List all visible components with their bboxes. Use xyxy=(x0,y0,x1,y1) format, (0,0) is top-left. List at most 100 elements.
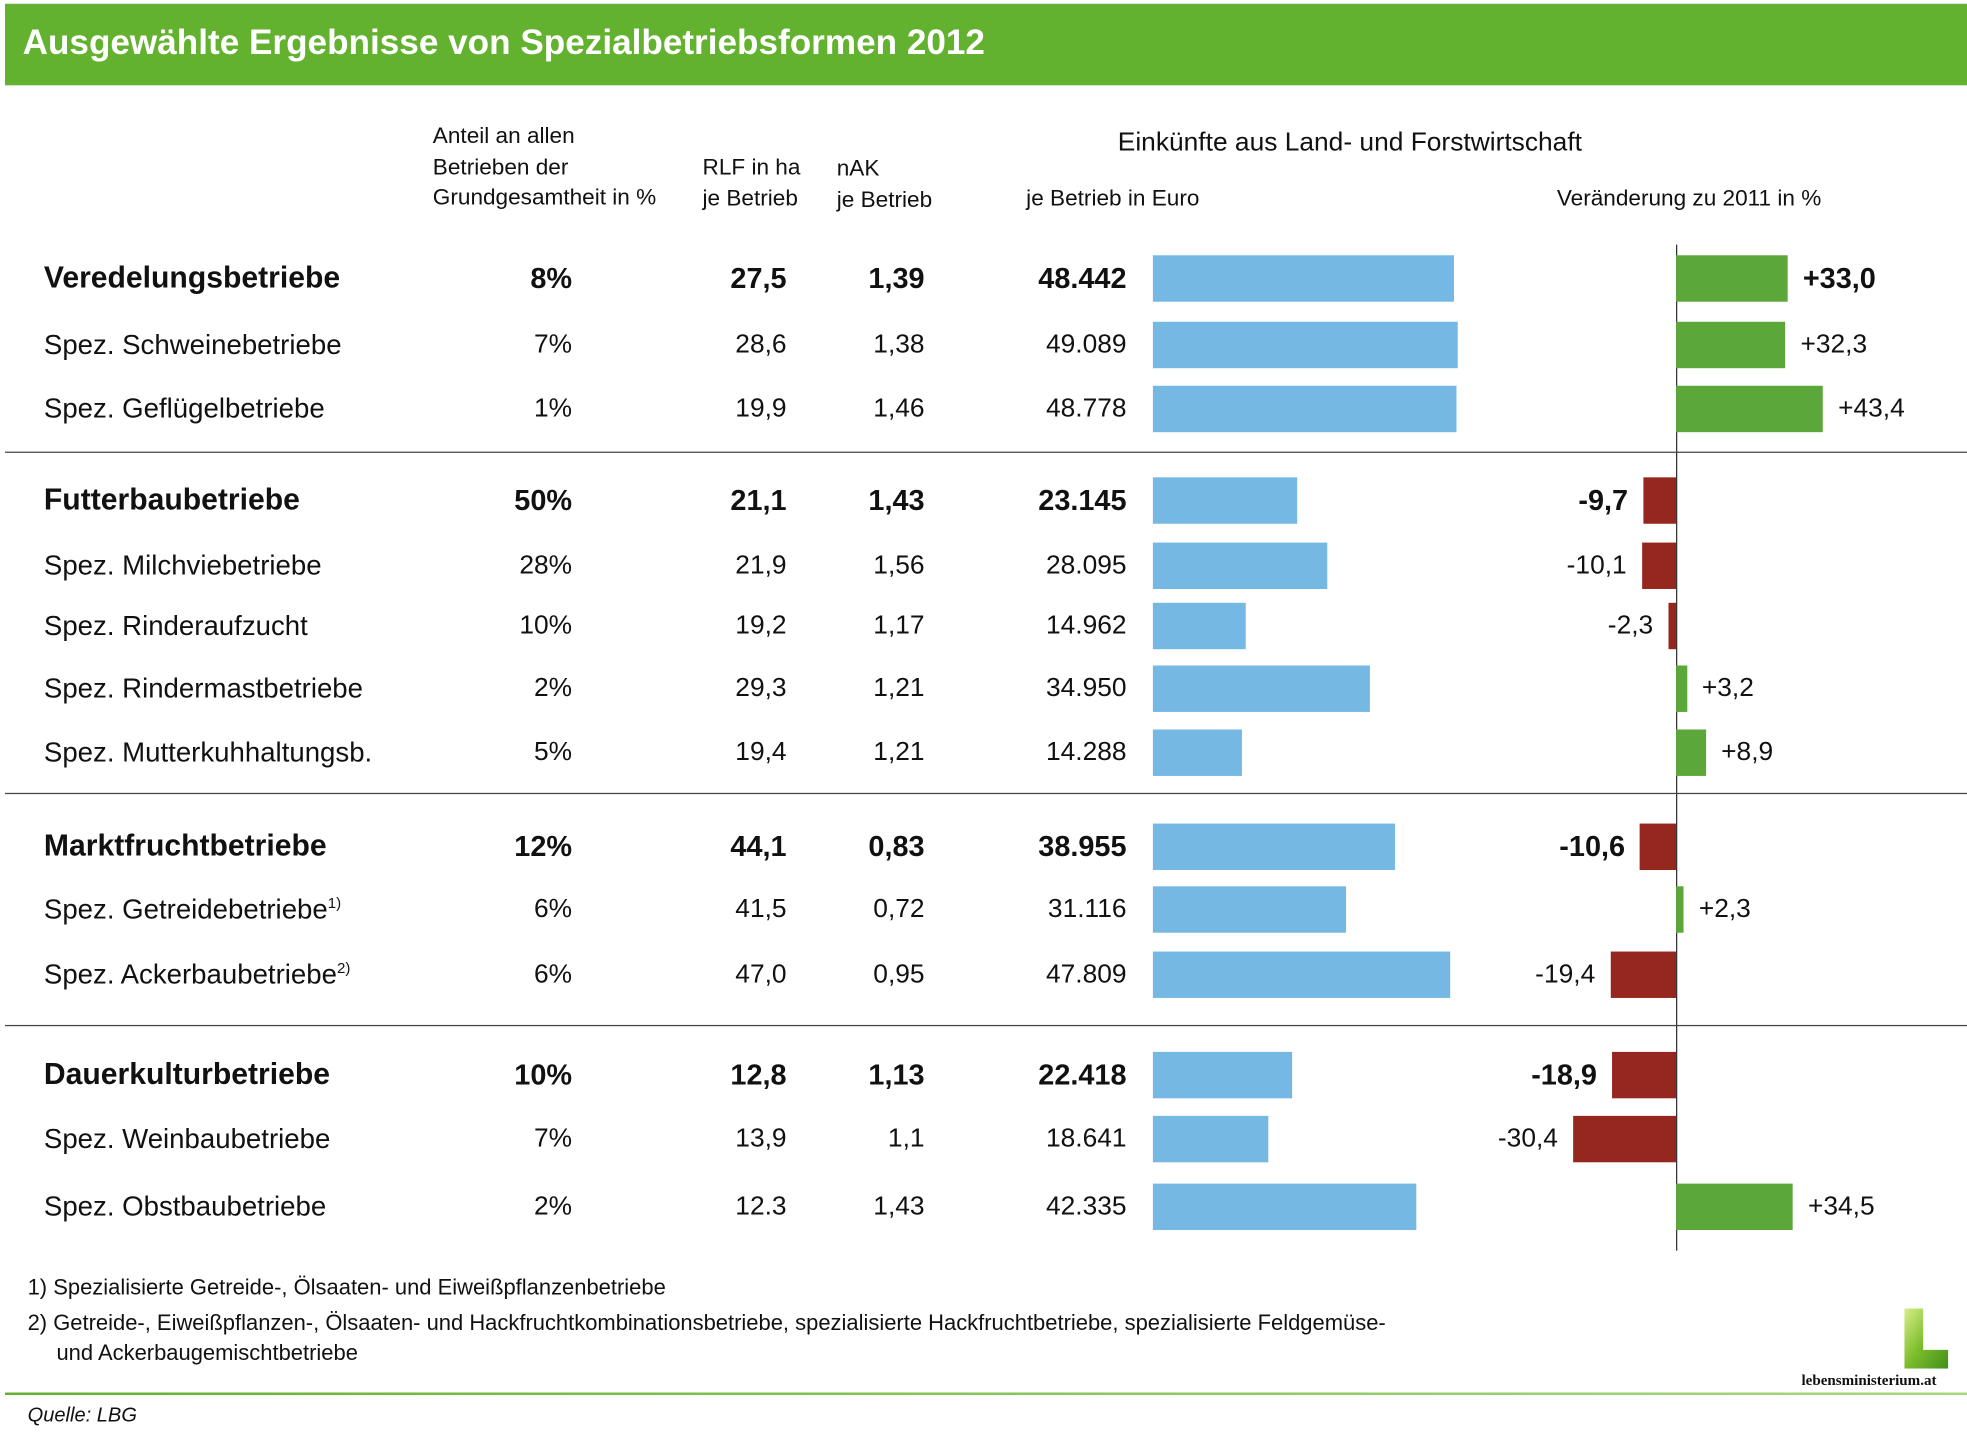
row-label: Veredelungsbetriebe xyxy=(44,261,340,296)
change-bar-negative xyxy=(1641,542,1676,589)
income-bar xyxy=(1152,951,1451,998)
nak-value: 1,38 xyxy=(873,329,925,359)
rlf-value: 19,2 xyxy=(735,610,787,640)
income-bar xyxy=(1152,823,1396,870)
nak-value: 1,43 xyxy=(868,483,925,517)
anteil-value: 28% xyxy=(519,550,573,580)
row-label-text: Spez. Milchviebetriebe xyxy=(43,549,322,581)
change-bar-positive xyxy=(1676,255,1788,302)
row-label: Spez. Ackerbaubetriebe2) xyxy=(44,958,350,991)
change-bar-negative xyxy=(1573,1115,1676,1163)
rlf-value: 29,3 xyxy=(735,673,787,703)
row-label-text: Spez. Schweinebetriebe xyxy=(43,328,342,361)
footnote-2-cont: und Ackerbaugemischtbetriebe xyxy=(56,1339,358,1365)
income-value: 22.418 xyxy=(1038,1058,1127,1091)
row-label: Spez. Rinderaufzucht xyxy=(44,610,308,643)
row-label: Spez. Obstbaubetriebe xyxy=(44,1191,326,1224)
row-label-text: Marktfruchtbetriebe xyxy=(43,829,327,864)
rlf-value: 12.3 xyxy=(735,1191,787,1221)
income-value: 14.962 xyxy=(1045,610,1127,640)
page-title: Ausgewählte Ergebnisse von Spezialbetrie… xyxy=(22,22,985,62)
change-value: -19,4 xyxy=(1535,959,1596,989)
row-label-text: Spez. Rinderaufzucht xyxy=(43,609,308,642)
rlf-value: 19,4 xyxy=(735,737,787,767)
footer-line xyxy=(5,1392,1967,1396)
nak-value: 1,1 xyxy=(887,1124,925,1153)
income-bar xyxy=(1152,321,1458,369)
row-label: Futterbaubetriebe xyxy=(44,483,300,518)
income-bar xyxy=(1152,255,1454,302)
income-bar xyxy=(1152,542,1328,589)
rlf-value: 44,1 xyxy=(730,829,787,863)
change-value: -2,3 xyxy=(1607,610,1654,640)
change-value: +32,3 xyxy=(1800,329,1868,359)
income-bar xyxy=(1152,385,1457,433)
nak-value: 0,95 xyxy=(873,959,925,989)
row-label-text: Spez. Obstbaubetriebe xyxy=(43,1190,327,1222)
anteil-value: 7% xyxy=(533,329,573,359)
income-value: 31.116 xyxy=(1047,894,1127,924)
income-bar xyxy=(1152,1183,1416,1231)
anteil-value: 10% xyxy=(519,610,573,640)
anteil-value: 10% xyxy=(514,1058,573,1091)
change-value: -10,1 xyxy=(1566,550,1627,580)
income-value: 47.809 xyxy=(1045,959,1127,989)
header-line: je Betrieb xyxy=(702,185,798,211)
anteil-value: 2% xyxy=(533,1191,573,1221)
group-separator xyxy=(5,1024,1967,1027)
change-bar-positive xyxy=(1676,665,1687,712)
income-value: 38.955 xyxy=(1038,829,1127,863)
nak-value: 1,13 xyxy=(868,1058,925,1091)
anteil-value: 12% xyxy=(514,829,573,863)
group-separator xyxy=(5,451,1967,453)
change-bar-negative xyxy=(1612,1051,1677,1099)
footnote-marker: 1) xyxy=(327,894,342,912)
title-bar xyxy=(5,3,1967,86)
income-bar xyxy=(1152,729,1242,776)
rlf-value: 21,9 xyxy=(735,550,787,580)
anteil-value: 50% xyxy=(514,483,573,517)
row-label: Spez. Rindermastbetriebe xyxy=(44,672,363,705)
income-bar xyxy=(1152,665,1371,712)
nak-value: 0,72 xyxy=(873,894,925,924)
row-label-text: Veredelungsbetriebe xyxy=(43,260,341,295)
income-value: 28.095 xyxy=(1045,550,1127,580)
rlf-value: 19,9 xyxy=(735,393,787,423)
change-value: +8,9 xyxy=(1721,737,1774,767)
change-value: +33,0 xyxy=(1802,261,1876,295)
change-value: -18,9 xyxy=(1531,1058,1597,1091)
income-bar xyxy=(1152,886,1347,933)
change-bar-negative xyxy=(1610,951,1676,998)
change-value: +3,2 xyxy=(1701,673,1754,703)
change-bar-negative xyxy=(1643,477,1676,524)
change-value: -10,6 xyxy=(1559,829,1626,863)
nak-value: 1,21 xyxy=(873,673,925,703)
rlf-value: 27,5 xyxy=(730,261,787,295)
nak-value: 1,39 xyxy=(868,261,925,295)
income-value: 34.950 xyxy=(1045,673,1127,703)
row-label: Marktfruchtbetriebe xyxy=(44,829,327,864)
income-value: 18.641 xyxy=(1045,1124,1127,1153)
change-bar-negative xyxy=(1640,823,1676,870)
row-label: Spez. Milchviebetriebe xyxy=(44,549,322,582)
income-bar xyxy=(1152,1115,1269,1163)
group-separator xyxy=(5,792,1967,795)
rlf-value: 47,0 xyxy=(735,959,787,989)
income-bar xyxy=(1152,477,1297,524)
change-value: +34,5 xyxy=(1807,1191,1875,1221)
income-value: 14.288 xyxy=(1045,737,1127,767)
header-line: Grundgesamtheit in % xyxy=(432,184,657,210)
nak-value: 1,56 xyxy=(873,550,925,580)
header-einkuenfte: Einkünfte aus Land- und Forstwirtschaft xyxy=(1117,127,1582,157)
nak-value: 1,17 xyxy=(873,610,925,640)
income-value: 48.778 xyxy=(1045,393,1127,423)
income-bar xyxy=(1152,1051,1293,1099)
logo-l-icon xyxy=(1904,1308,1949,1369)
change-bar-positive xyxy=(1676,729,1707,776)
nak-value: 1,46 xyxy=(873,393,925,423)
rlf-value: 41,5 xyxy=(735,894,787,924)
logo-text: lebensministerium.at xyxy=(1801,1371,1937,1389)
anteil-value: 2% xyxy=(533,673,573,703)
footnote-marker: 2) xyxy=(336,959,351,977)
